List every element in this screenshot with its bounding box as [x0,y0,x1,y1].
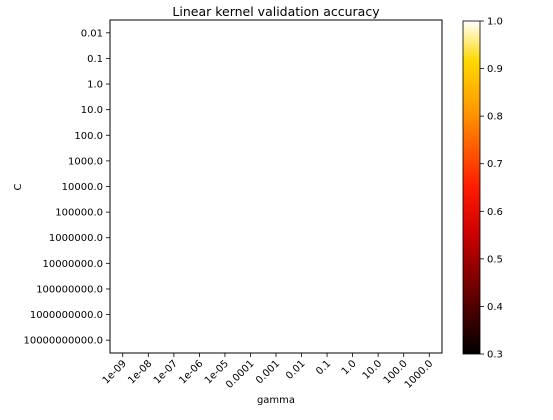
colorbar-tick-label: 0.9 [487,64,503,75]
y-tick-label: 10.0 [81,105,103,116]
y-tick-label: 1.0 [87,80,103,91]
colorbar-tick-label: 1.0 [487,17,503,28]
y-tick-label: 100.0 [74,131,103,142]
colorbar-tick-label: 0.6 [487,207,503,218]
colorbar [462,20,481,355]
y-tick-label: 10000.0 [62,182,103,193]
colorbar-tick-label: 0.7 [487,159,503,170]
y-tick-label: 10000000000.0 [23,336,103,347]
y-tick-label: 1000000.0 [49,233,103,244]
chart-title: Linear kernel validation accuracy [172,4,380,19]
colorbar-tick-label: 0.3 [487,350,503,361]
x-tick-label: 0.1 [314,358,333,377]
y-axis: 0.01 0.1 1.0 10.0 100.0 1000.0 10000.0 100000.0… [23,28,110,347]
x-axis-label: gamma [257,395,295,406]
y-tick-label: 1000.0 [68,156,103,167]
y-tick-label: 0.01 [81,28,103,39]
y-tick-label: 100000.0 [55,208,103,219]
x-tick-label: 0.001 [254,358,282,386]
y-tick-label: 0.1 [87,54,103,65]
colorbar-tick-label: 0.8 [487,112,503,123]
y-tick-label: 1000000000.0 [30,310,103,321]
y-tick-label: 100000000.0 [36,284,103,295]
x-tick-label: 1e-09 [101,358,129,386]
x-tick-label: 1e-07 [152,358,180,386]
y-tick-label: 10000000.0 [43,259,103,270]
colorbar-tick-label: 0.5 [487,254,503,265]
x-tick-label: 1e-06 [177,358,205,386]
x-tick-label: 1e-08 [126,358,154,386]
colorbar-axis: 0.3 0.4 0.5 0.6 0.7 0.8 0.9 1.0 [480,17,503,361]
x-tick-label: 0.0001 [224,358,257,391]
plot-area [109,19,443,354]
y-axis-label: C [13,183,24,190]
x-tick-label: 1000.0 [403,358,436,391]
colorbar-tick-label: 0.4 [487,302,503,313]
x-tick-label: 0.01 [284,358,308,382]
x-tick-label: 1.0 [340,358,359,377]
